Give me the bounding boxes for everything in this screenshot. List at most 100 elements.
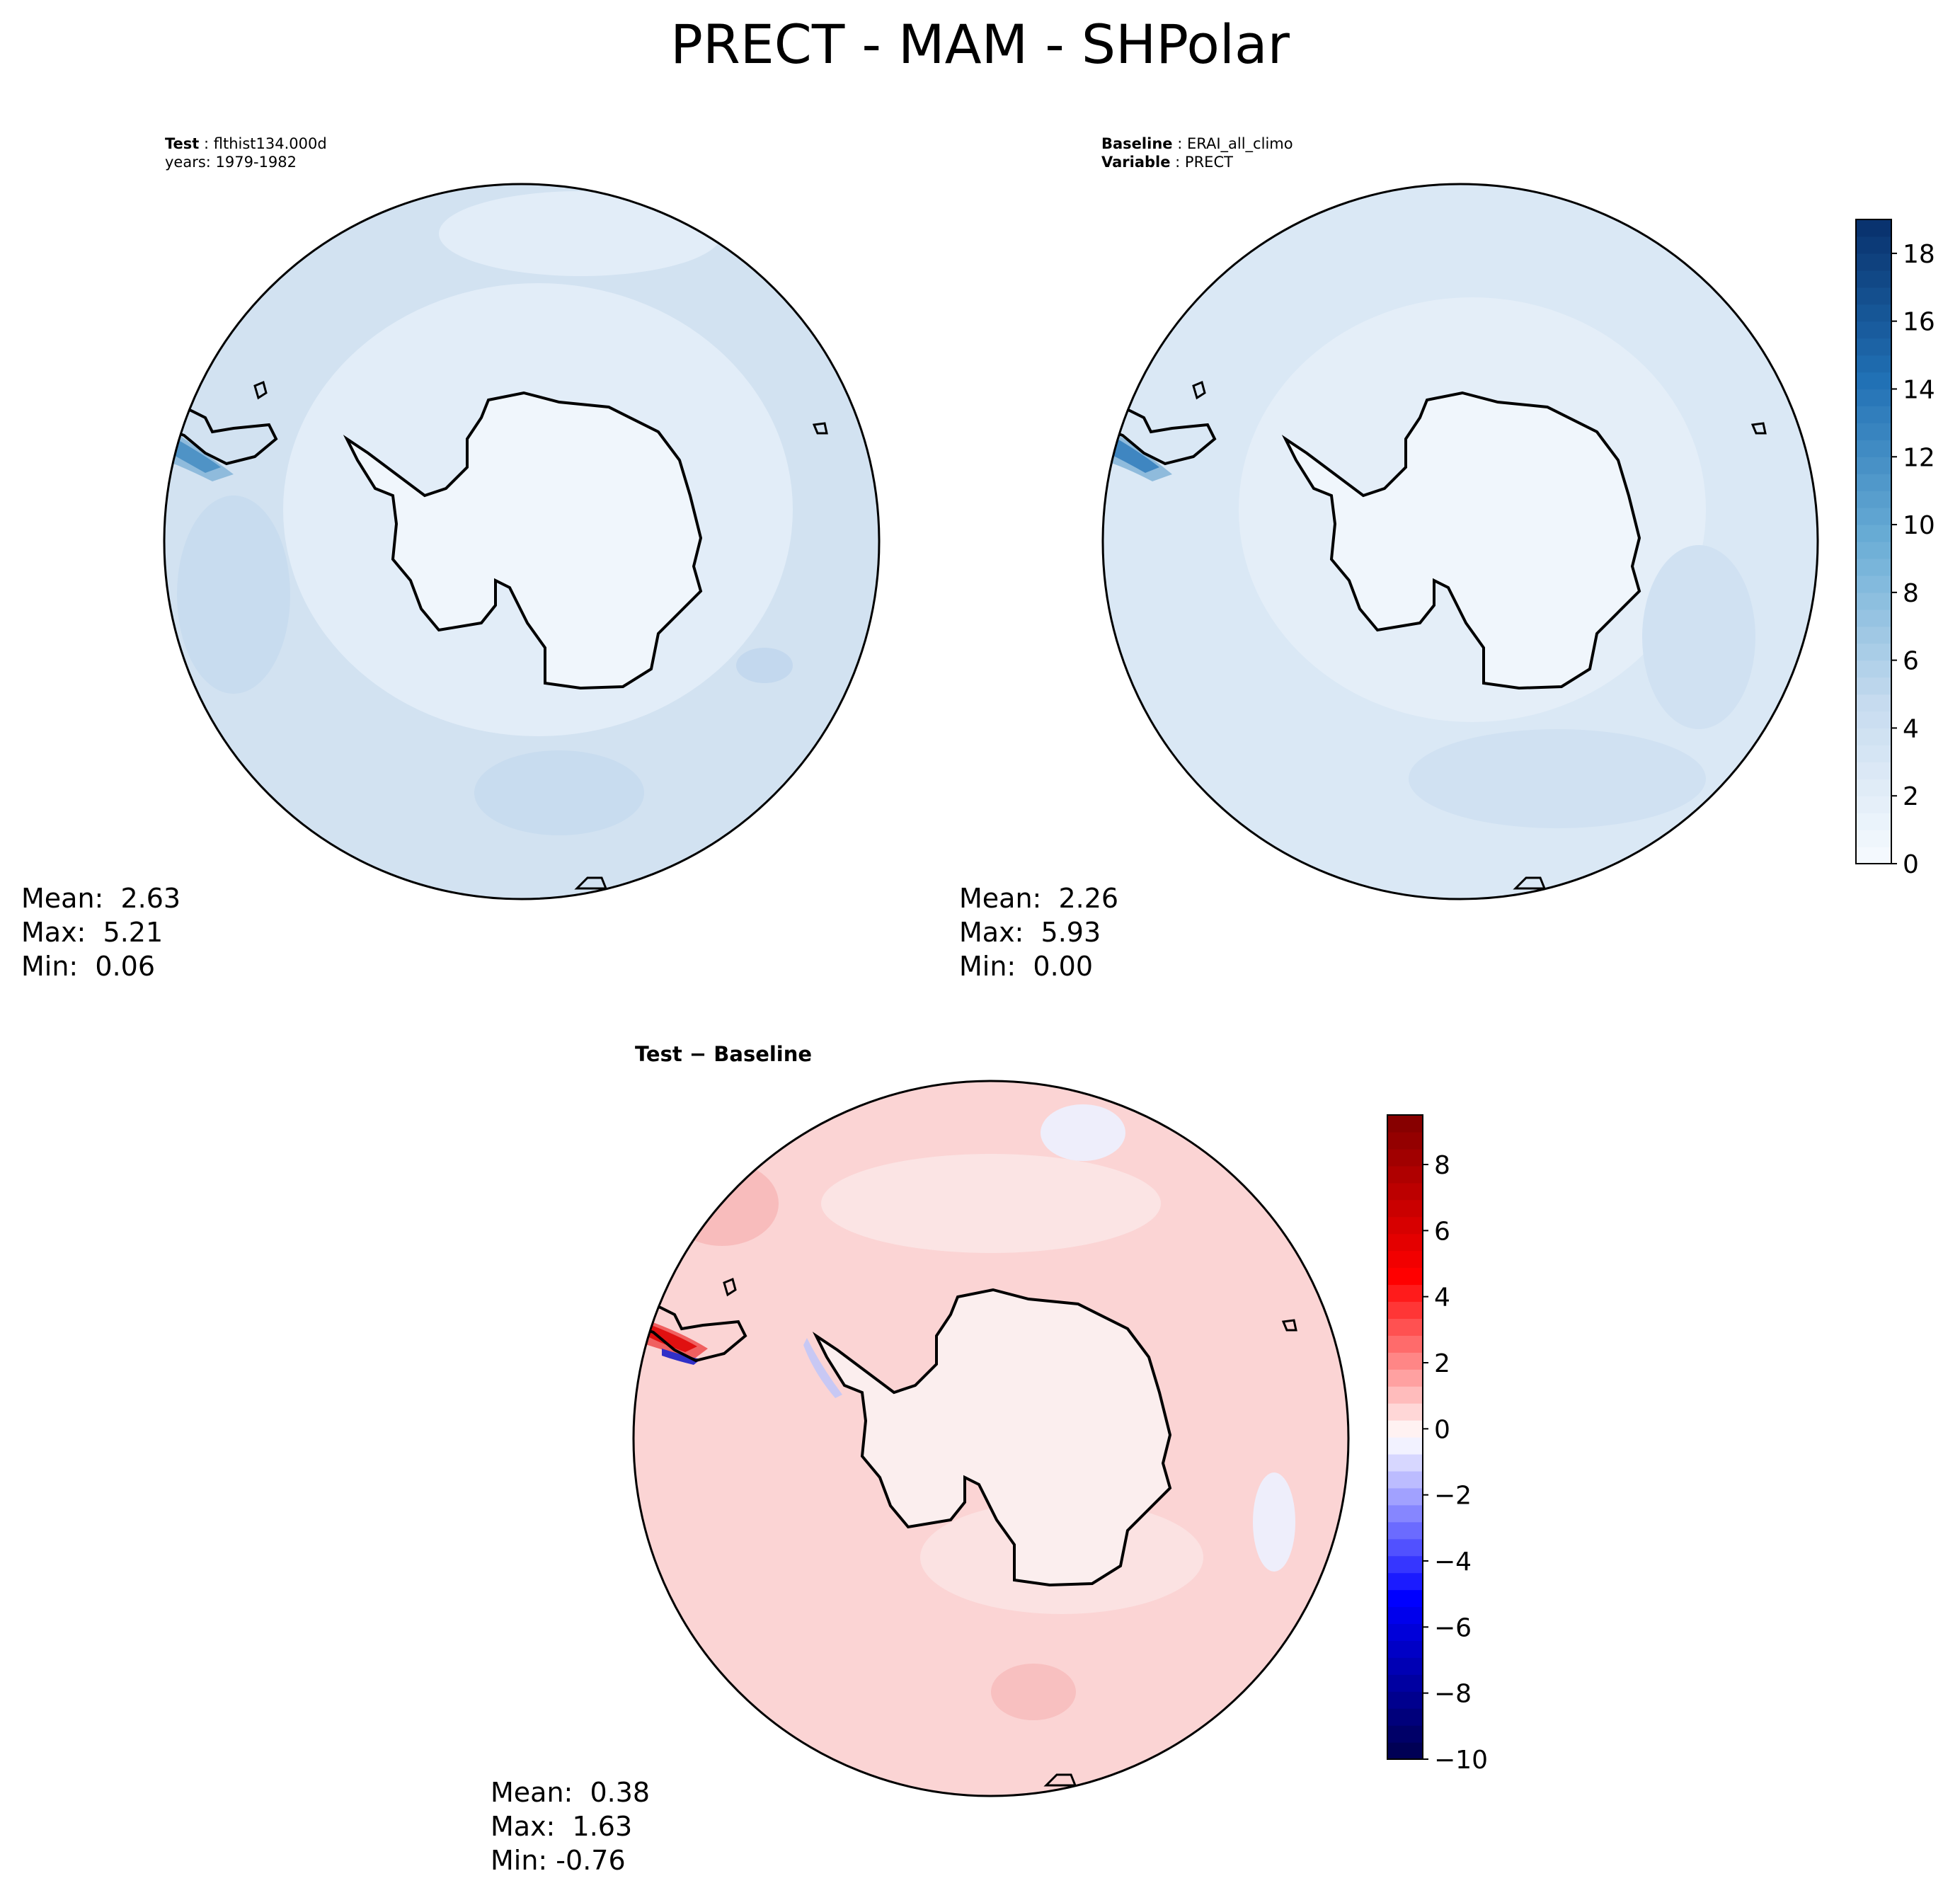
baseline-colorbar-color-step <box>1856 813 1891 830</box>
baseline-label-value: ERAI_all_climo <box>1186 135 1293 152</box>
diff-colorbar-color-step <box>1387 1657 1423 1675</box>
baseline-colorbar-color-step <box>1856 423 1891 440</box>
baseline-colorbar-color-step <box>1856 457 1891 474</box>
diff-colorbar-color-step <box>1387 1555 1423 1574</box>
baseline-colorbar-color-step <box>1856 847 1891 864</box>
diff-colorbar: −10 −8 −6 −4 −2 0 2 4 6 8 <box>1387 1114 1488 1775</box>
diff-label: Test − Baseline <box>635 1042 812 1066</box>
diff-colorbar-color-step <box>1387 1267 1423 1286</box>
baseline-colorbar-color-step <box>1856 728 1891 745</box>
diff-colorbar-color-step <box>1387 1691 1423 1709</box>
diff-colorbar-color-step <box>1387 1606 1423 1625</box>
baseline-colorbar-color-step <box>1856 796 1891 813</box>
diff-colorbar-color-step <box>1387 1131 1423 1150</box>
baseline-colorbar-color-step <box>1856 525 1891 542</box>
diff-colorbar-color-step <box>1387 1470 1423 1489</box>
test-max: Max: 5.21 <box>21 917 164 948</box>
baseline-colorbar-color-step <box>1856 389 1891 407</box>
baseline-mean: Mean: 2.26 <box>959 883 1119 914</box>
test-years: years: 1979-1982 <box>165 154 297 171</box>
diff-colorbar-color-step <box>1387 1115 1423 1133</box>
diff-colorbar-color-step <box>1387 1742 1423 1760</box>
baseline-min: Min: 0.00 <box>959 951 1093 982</box>
baseline-colorbar-color-step <box>1856 270 1891 288</box>
diff-colorbar-color-step <box>1387 1301 1423 1319</box>
baseline-colorbar-color-step <box>1856 558 1891 576</box>
baseline-colorbar-color-step <box>1856 440 1891 457</box>
diff-label-b: Baseline <box>713 1042 813 1066</box>
figure-title: PRECT - MAM - SHPolar <box>670 13 1290 76</box>
baseline-colorbar-tick-label: 16 <box>1903 308 1935 337</box>
diff-colorbar-color-step <box>1387 1640 1423 1658</box>
diff-mean: Mean: 0.38 <box>491 1777 651 1808</box>
baseline-colorbar-color-step <box>1856 745 1891 762</box>
diff-colorbar-tick-label: −2 <box>1434 1482 1472 1511</box>
diff-label-op: − <box>689 1042 707 1066</box>
baseline-label-key: Baseline <box>1101 135 1173 152</box>
baseline-colorbar-tick-label: 18 <box>1903 240 1935 269</box>
diff-colorbar-color-step <box>1387 1708 1423 1726</box>
baseline-max: Max: 5.93 <box>959 917 1101 948</box>
test-stats: Mean: 2.63 Max: 5.21 Min: 0.06 <box>21 881 180 983</box>
baseline-variable-key: Variable <box>1101 154 1171 171</box>
baseline-colorbar-color-step <box>1856 779 1891 796</box>
baseline-colorbar-color-step <box>1856 626 1891 644</box>
diff-colorbar-color-step <box>1387 1589 1423 1608</box>
test-map-border <box>163 183 881 900</box>
diff-colorbar-color-step <box>1387 1386 1423 1404</box>
diff-colorbar-color-step <box>1387 1369 1423 1387</box>
baseline-colorbar-tick-label: 4 <box>1903 714 1919 743</box>
baseline-colorbar-color-step <box>1856 677 1891 695</box>
diff-colorbar-color-step <box>1387 1199 1423 1218</box>
baseline-colorbar-color-step <box>1856 406 1891 423</box>
baseline-colorbar-color-step <box>1856 508 1891 525</box>
diff-colorbar-color-step <box>1387 1284 1423 1303</box>
baseline-colorbar-color-step <box>1856 304 1891 322</box>
diff-colorbar-tick-label: 8 <box>1434 1151 1450 1180</box>
baseline-colorbar-tick-label: 2 <box>1903 782 1919 811</box>
baseline-stats: Mean: 2.26 Max: 5.93 Min: 0.00 <box>959 881 1118 983</box>
diff-colorbar-color-step <box>1387 1674 1423 1692</box>
diff-colorbar-color-step <box>1387 1250 1423 1269</box>
diff-colorbar-color-step <box>1387 1572 1423 1591</box>
baseline-colorbar-color-step <box>1856 338 1891 356</box>
diff-colorbar-color-step <box>1387 1148 1423 1167</box>
baseline-colorbar-color-step <box>1856 321 1891 339</box>
diff-colorbar-color-step <box>1387 1233 1423 1252</box>
baseline-antarctica-continent <box>1281 391 1641 690</box>
diff-colorbar-frame <box>1387 1114 1423 1760</box>
baseline-colorbar: 0 2 4 6 8 10 12 14 16 18 <box>1855 219 1935 879</box>
diff-colorbar-color-step <box>1387 1453 1423 1472</box>
baseline-colorbar-color-step <box>1856 542 1891 559</box>
test-min: Min: 0.06 <box>21 951 155 982</box>
baseline-colorbar-tick-label: 12 <box>1903 443 1935 472</box>
diff-colorbar-color-step <box>1387 1165 1423 1184</box>
diff-colorbar-color-step <box>1387 1487 1423 1506</box>
diff-colorbar-color-step <box>1387 1182 1423 1201</box>
baseline-colorbar-color-step <box>1856 253 1891 271</box>
baseline-colorbar-color-step <box>1856 236 1891 254</box>
test-tierra-del-fuego <box>164 401 278 466</box>
diff-colorbar-tick-label: 2 <box>1434 1349 1450 1378</box>
baseline-colorbar-color-step <box>1856 830 1891 847</box>
baseline-colorbar-color-step <box>1856 219 1891 237</box>
diff-label-a: Test <box>635 1042 682 1066</box>
diff-colorbar-color-step <box>1387 1521 1423 1540</box>
baseline-colorbar-color-step <box>1856 287 1891 305</box>
baseline-colorbar-color-step <box>1856 711 1891 729</box>
baseline-colorbar-tick-label: 8 <box>1903 579 1919 608</box>
diff-colorbar-tick-label: −4 <box>1434 1547 1472 1577</box>
diff-colorbar-tick-label: 4 <box>1434 1283 1450 1312</box>
baseline-colorbar-tick-label: 6 <box>1903 647 1919 676</box>
test-antarctica-continent <box>343 391 703 690</box>
baseline-ocean-darker-patch <box>1409 729 1706 828</box>
baseline-colorbar-tick-label: 0 <box>1903 850 1919 879</box>
baseline-colorbar-color-step <box>1856 474 1891 491</box>
baseline-colorbar-color-step <box>1856 694 1891 712</box>
baseline-colorbar-color-step <box>1856 372 1891 390</box>
baseline-colorbar-tick-label: 14 <box>1903 375 1935 404</box>
diff-colorbar-tick-label: 6 <box>1434 1217 1450 1246</box>
